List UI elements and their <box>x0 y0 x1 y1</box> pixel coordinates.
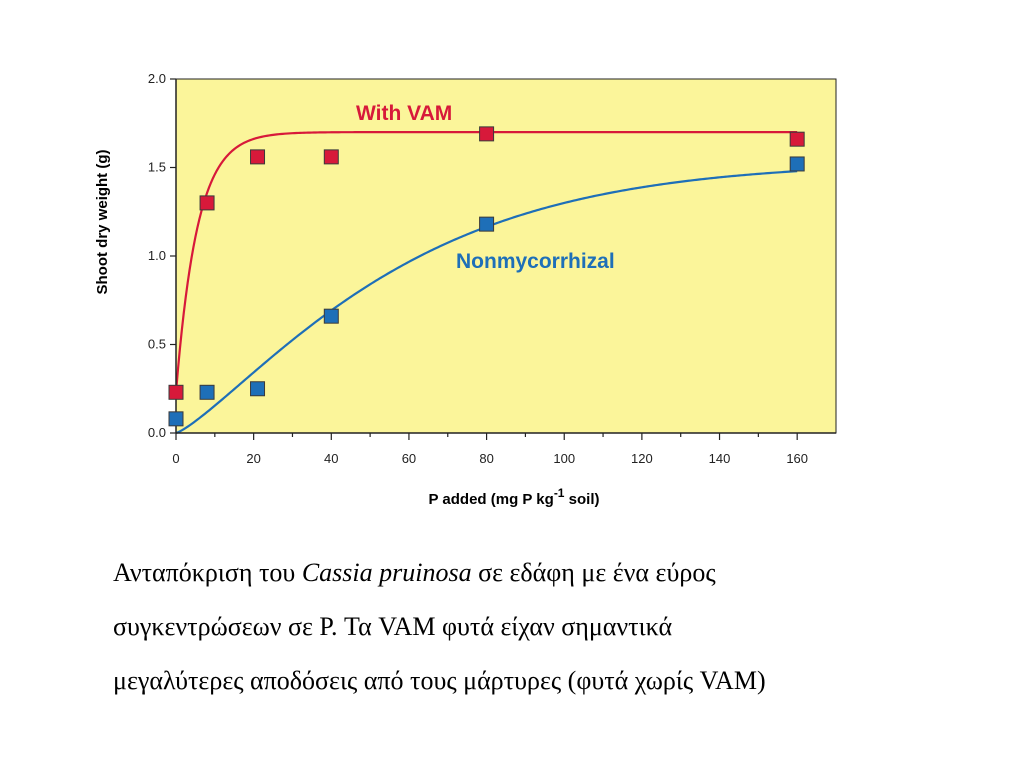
data-points <box>168 126 805 427</box>
figure-caption: Ανταπόκριση του Cassia pruinosa σε εδάφη… <box>113 546 1013 708</box>
caption-species-name: Cassia pruinosa <box>301 558 472 587</box>
nonmycorrhizal-point <box>789 156 805 172</box>
with-vam-point <box>789 131 805 147</box>
chart: 0.0 0.5 1.0 1.5 2.0 0 20 40 60 80 100 120 140 160 Wit… <box>94 71 837 508</box>
y-tick-label: 2.0 <box>148 71 166 86</box>
with-vam-point <box>199 195 215 211</box>
axes: 0.0 0.5 1.0 1.5 2.0 0 20 40 60 80 100 120 140 160 <box>148 71 836 466</box>
y-tick-label: 0.5 <box>148 337 166 352</box>
caption-line1-end: σε εδάφη με ένα εύρος <box>471 558 716 587</box>
x-axis-title-main: P added (mg P kg <box>429 491 554 508</box>
series-labels: With VAM Nonmycorrhizal <box>356 102 615 273</box>
x-tick-label: 20 <box>246 451 260 466</box>
with-vam-label: With VAM <box>356 102 452 125</box>
x-tick-label: 100 <box>553 451 575 466</box>
x-axis-title-tail: soil) <box>564 491 599 508</box>
x-axis-title-superscript: -1 <box>554 486 565 500</box>
with-vam-point <box>250 149 266 165</box>
with-vam-point <box>168 384 184 400</box>
with-vam-point <box>323 149 339 165</box>
caption-line2: συγκεντρώσεων σε P. Τα VAM φυτά είχαν ση… <box>113 612 673 641</box>
nonmycorrhizal-label: Nonmycorrhizal <box>456 250 615 273</box>
x-tick-label: 40 <box>324 451 338 466</box>
nonmycorrhizal-point <box>250 381 266 397</box>
y-tick-label: 1.5 <box>148 160 166 175</box>
caption-line1-start: Ανταπόκριση του <box>113 558 302 587</box>
x-tick-label: 60 <box>402 451 416 466</box>
plot-area <box>175 78 837 434</box>
y-tick-label: 1.0 <box>148 248 166 263</box>
nonmycorrhizal-point <box>168 411 184 427</box>
caption-line3: μεγαλύτερες αποδόσεις από τους μάρτυρες … <box>113 666 766 695</box>
y-tick-label: 0.0 <box>148 425 166 440</box>
x-tick-label: 140 <box>709 451 731 466</box>
nonmycorrhizal-point <box>199 384 215 400</box>
x-tick-label: 0 <box>172 451 179 466</box>
with-vam-point <box>479 126 495 142</box>
nonmycorrhizal-point <box>323 308 339 324</box>
nonmycorrhizal-point <box>479 216 495 232</box>
x-tick-label: 80 <box>479 451 493 466</box>
x-tick-label: 120 <box>631 451 653 466</box>
x-axis-title: P added (mg P kg-1 soil) <box>429 486 600 508</box>
x-tick-label: 160 <box>786 451 808 466</box>
y-axis-title: Shoot dry weight (g) <box>94 150 111 295</box>
